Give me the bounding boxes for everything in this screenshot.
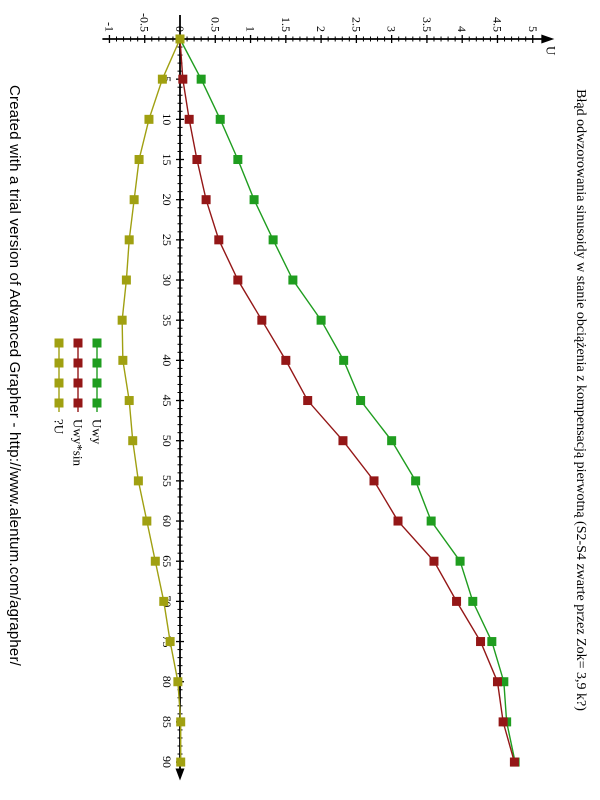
svg-text:60: 60 (160, 515, 174, 527)
marker--U (133, 476, 143, 486)
x-axis (175, 15, 185, 781)
marker--U (157, 74, 167, 84)
svg-text:1: 1 (244, 26, 258, 32)
marker--U (124, 396, 134, 406)
marker--U (118, 355, 128, 365)
marker--U (124, 235, 134, 245)
svg-text:-1: -1 (102, 22, 116, 32)
svg-text:20: 20 (160, 194, 174, 206)
marker-Uwy (249, 195, 259, 205)
marker--U (142, 516, 152, 526)
marker-Uwy (387, 436, 397, 446)
svg-text:40: 40 (160, 354, 174, 366)
marker-Uwy (356, 396, 366, 406)
legend-label-Uwy: Uwy (90, 419, 105, 445)
marker-Uwy-sin (452, 596, 462, 606)
legend-label-Uwy-sin: Uwy*sin (71, 419, 86, 466)
marker-Uwy (455, 556, 465, 566)
marker-Uwy-sin (303, 396, 313, 406)
svg-text:80: 80 (160, 676, 174, 688)
svg-text:15: 15 (160, 154, 174, 166)
svg-text:25: 25 (160, 234, 174, 246)
svg-text:5: 5 (160, 76, 174, 82)
legend: Uwy Uwy*sin ?U (52, 338, 105, 466)
svg-text:5: 5 (526, 26, 540, 32)
marker-Uwy-sin (492, 677, 502, 687)
svg-text:4: 4 (455, 26, 469, 32)
marker-Uwy-sin (369, 476, 379, 486)
marker--U (117, 315, 127, 325)
marker-Uwy-sin (257, 315, 267, 325)
marker--U (144, 114, 154, 124)
marker-Uwy-sin (214, 235, 224, 245)
marker-Uwy (411, 476, 421, 486)
svg-text:55: 55 (160, 475, 174, 487)
svg-text:3.5: 3.5 (420, 17, 434, 32)
marker--U (128, 436, 138, 446)
marker-Uwy (268, 235, 278, 245)
marker-Uwy (339, 355, 349, 365)
svg-text:1.5: 1.5 (279, 17, 293, 32)
marker--U (121, 275, 131, 285)
marker-Uwy-sin (201, 195, 211, 205)
marker-Uwy-sin (184, 114, 194, 124)
trial-watermark: Created with a trial version of Advanced… (6, 85, 23, 667)
marker-Uwy (196, 74, 206, 84)
marker-Uwy (487, 637, 497, 647)
svg-text:85: 85 (160, 716, 174, 728)
svg-text:2: 2 (314, 26, 328, 32)
marker-Uwy-sin (233, 275, 243, 285)
marker-Uwy-sin (393, 516, 403, 526)
marker--U (176, 717, 186, 727)
svg-text:U: U (543, 46, 558, 56)
svg-text:0.5: 0.5 (208, 17, 222, 32)
svg-text:50: 50 (160, 435, 174, 447)
marker-Uwy (426, 516, 436, 526)
series-Uwy (175, 34, 520, 767)
marker-Uwy-sin (509, 757, 519, 767)
marker-Uwy-sin (476, 637, 486, 647)
y-axis: U (102, 34, 558, 56)
series--U (117, 34, 186, 767)
svg-text:90: 90 (160, 756, 174, 768)
marker--U (150, 556, 160, 566)
marker-Uwy-sin (178, 74, 188, 84)
marker-Uwy-sin (281, 355, 291, 365)
marker--U (175, 34, 185, 44)
marker-Uwy (316, 315, 326, 325)
svg-text:35: 35 (160, 314, 174, 326)
marker-Uwy (468, 596, 478, 606)
marker--U (173, 677, 183, 687)
marker--U (129, 195, 139, 205)
svg-text:2.5: 2.5 (349, 17, 363, 32)
marker--U (159, 596, 169, 606)
marker-Uwy-sin (192, 155, 202, 165)
y-tick-labels: -1-0.500.511.522.533.544.55 (102, 13, 539, 32)
marker-Uwy-sin (429, 556, 439, 566)
svg-text:65: 65 (160, 555, 174, 567)
svg-text:4.5: 4.5 (490, 17, 504, 32)
svg-text:45: 45 (160, 395, 174, 407)
svg-text:3: 3 (385, 26, 399, 32)
x-tick-labels: 51015202530354045505560657075808590 (160, 76, 174, 768)
marker--U (176, 757, 186, 767)
series-Uwy-sin (175, 34, 519, 767)
svg-text:30: 30 (160, 274, 174, 286)
marker-Uwy (215, 114, 225, 124)
marker--U (165, 637, 175, 647)
marker-Uwy (288, 275, 298, 285)
svg-text:-0.5: -0.5 (138, 13, 152, 32)
legend-label--U: ?U (52, 419, 67, 435)
marker-Uwy (233, 155, 243, 165)
marker--U (134, 155, 144, 165)
svg-text:10: 10 (160, 113, 174, 125)
marker-Uwy-sin (498, 717, 508, 727)
marker-Uwy-sin (338, 436, 348, 446)
